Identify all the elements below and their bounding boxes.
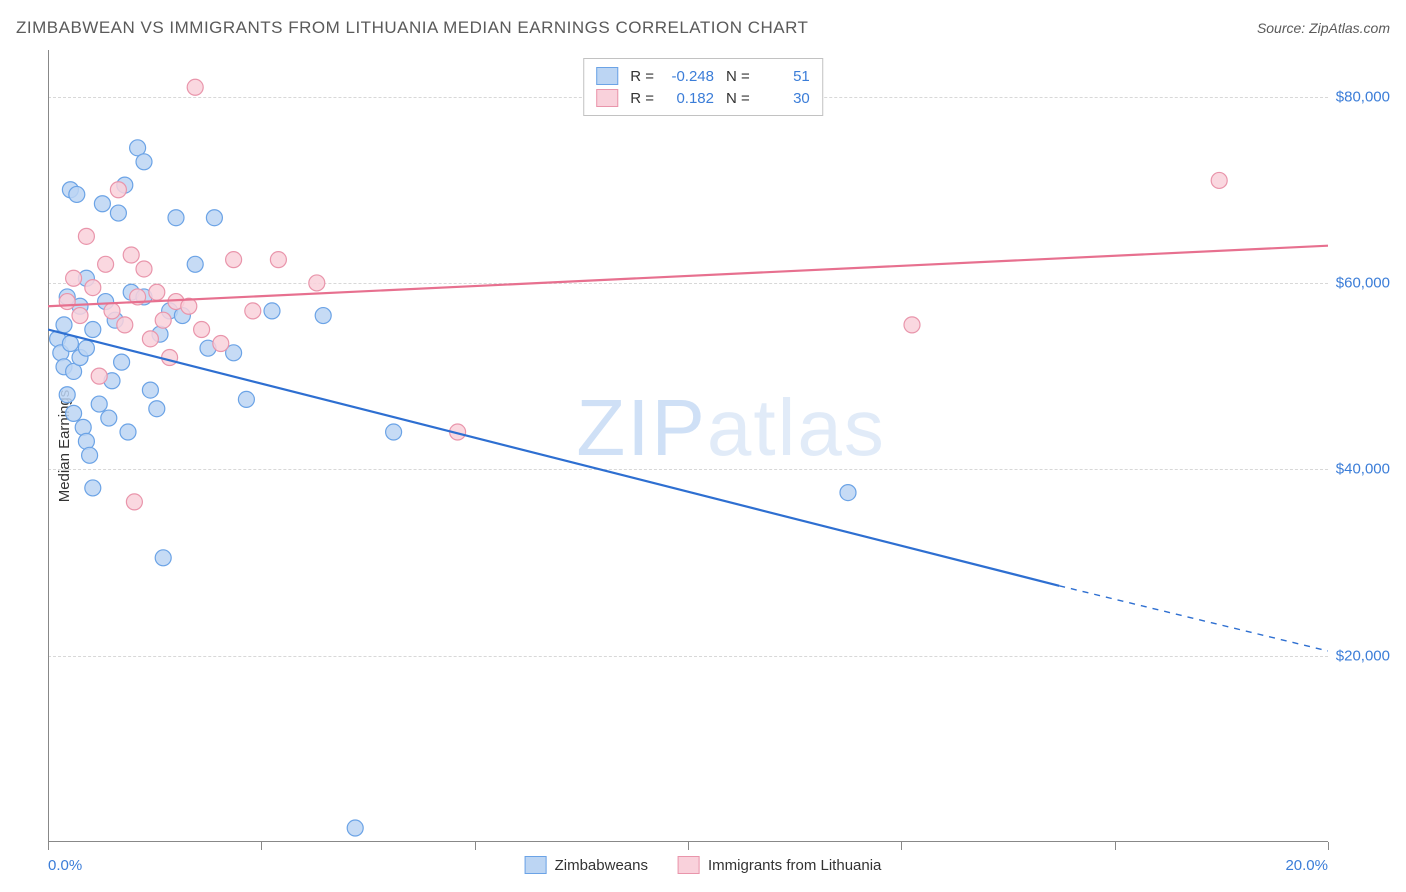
scatter-point	[149, 401, 165, 417]
x-tick	[1328, 842, 1329, 850]
scatter-point	[98, 256, 114, 272]
scatter-point	[136, 261, 152, 277]
scatter-point	[187, 256, 203, 272]
scatter-point	[117, 317, 133, 333]
r-value-0: -0.248	[662, 68, 714, 85]
plot-svg	[48, 50, 1328, 842]
scatter-point	[69, 186, 85, 202]
scatter-point	[1211, 172, 1227, 188]
scatter-point	[347, 820, 363, 836]
scatter-point	[155, 312, 171, 328]
n-label: N =	[726, 68, 750, 85]
x-tick	[688, 842, 689, 850]
legend-item-0: Zimbabweans	[525, 856, 648, 874]
scatter-point	[72, 308, 88, 324]
x-tick-label-min: 0.0%	[48, 857, 82, 874]
scatter-point	[104, 303, 120, 319]
legend-item-1: Immigrants from Lithuania	[678, 856, 881, 874]
legend-row-series-1: R = 0.182 N = 30	[596, 87, 810, 109]
y-tick-label: $40,000	[1336, 461, 1390, 478]
r-label: R =	[630, 68, 654, 85]
scatter-point	[85, 280, 101, 296]
scatter-point	[78, 433, 94, 449]
legend-correlation: R = -0.248 N = 51 R = 0.182 N = 30	[583, 58, 823, 116]
scatter-point	[264, 303, 280, 319]
scatter-point	[85, 480, 101, 496]
scatter-point	[270, 252, 286, 268]
swatch-series-1	[678, 856, 700, 874]
scatter-point	[206, 210, 222, 226]
scatter-point	[85, 322, 101, 338]
scatter-point	[59, 294, 75, 310]
scatter-point	[75, 419, 91, 435]
x-tick	[1115, 842, 1116, 850]
scatter-point	[62, 336, 78, 352]
scatter-point	[110, 182, 126, 198]
scatter-point	[136, 154, 152, 170]
r-value-1: 0.182	[662, 90, 714, 107]
chart-title: ZIMBABWEAN VS IMMIGRANTS FROM LITHUANIA …	[16, 18, 808, 38]
scatter-point	[840, 485, 856, 501]
n-value-1: 30	[758, 90, 810, 107]
scatter-point	[168, 210, 184, 226]
x-tick	[48, 842, 49, 850]
scatter-point	[245, 303, 261, 319]
scatter-point	[56, 317, 72, 333]
scatter-point	[904, 317, 920, 333]
scatter-point	[66, 405, 82, 421]
scatter-point	[142, 331, 158, 347]
scatter-point	[82, 447, 98, 463]
n-value-0: 51	[758, 68, 810, 85]
source-label: Source: ZipAtlas.com	[1257, 20, 1390, 36]
r-label: R =	[630, 90, 654, 107]
scatter-point	[110, 205, 126, 221]
scatter-point	[194, 322, 210, 338]
scatter-point	[91, 396, 107, 412]
y-tick-label: $60,000	[1336, 274, 1390, 291]
scatter-point	[238, 391, 254, 407]
scatter-point	[386, 424, 402, 440]
scatter-point	[120, 424, 136, 440]
chart-container: ZIMBABWEAN VS IMMIGRANTS FROM LITHUANIA …	[0, 0, 1406, 892]
y-tick-label: $80,000	[1336, 88, 1390, 105]
scatter-point	[187, 79, 203, 95]
title-bar: ZIMBABWEAN VS IMMIGRANTS FROM LITHUANIA …	[16, 18, 1390, 38]
scatter-point	[94, 196, 110, 212]
x-tick	[901, 842, 902, 850]
scatter-point	[59, 387, 75, 403]
legend-label-0: Zimbabweans	[555, 857, 648, 874]
x-tick	[475, 842, 476, 850]
scatter-point	[101, 410, 117, 426]
swatch-series-0	[596, 67, 618, 85]
trend-line	[48, 330, 1059, 586]
scatter-point	[142, 382, 158, 398]
scatter-point	[213, 336, 229, 352]
scatter-point	[66, 270, 82, 286]
scatter-point	[91, 368, 107, 384]
y-tick-label: $20,000	[1336, 647, 1390, 664]
scatter-point	[226, 252, 242, 268]
x-tick	[261, 842, 262, 850]
scatter-point	[123, 247, 139, 263]
scatter-point	[126, 494, 142, 510]
scatter-point	[78, 228, 94, 244]
swatch-series-1	[596, 89, 618, 107]
legend-label-1: Immigrants from Lithuania	[708, 857, 881, 874]
scatter-point	[114, 354, 130, 370]
n-label: N =	[726, 90, 750, 107]
scatter-point	[149, 284, 165, 300]
swatch-series-0	[525, 856, 547, 874]
scatter-point	[309, 275, 325, 291]
legend-series: Zimbabweans Immigrants from Lithuania	[525, 856, 882, 874]
scatter-point	[162, 349, 178, 365]
x-tick-label-max: 20.0%	[1285, 857, 1328, 874]
legend-row-series-0: R = -0.248 N = 51	[596, 65, 810, 87]
scatter-point	[155, 550, 171, 566]
scatter-point	[78, 340, 94, 356]
scatter-point	[315, 308, 331, 324]
trend-line-dashed	[1059, 586, 1328, 651]
